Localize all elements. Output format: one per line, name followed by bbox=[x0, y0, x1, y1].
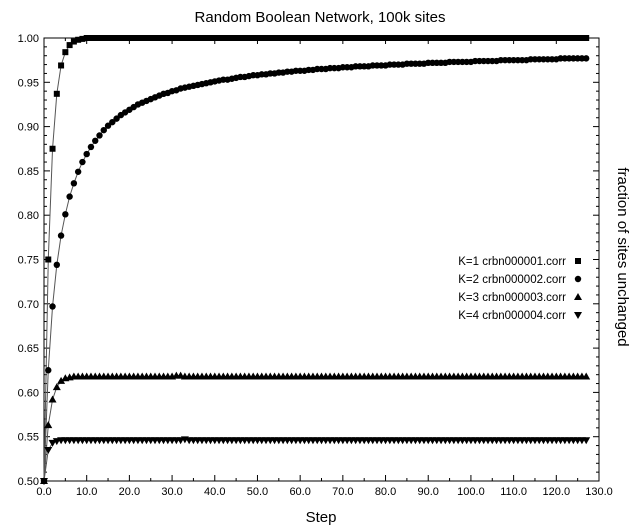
series-2-point bbox=[49, 303, 55, 309]
x-tick-label: 10.0 bbox=[76, 486, 97, 498]
series-1-point bbox=[58, 62, 64, 68]
x-tick-label: 130.0 bbox=[585, 486, 613, 498]
x-tick-label: 50.0 bbox=[247, 486, 268, 498]
series-2-point bbox=[88, 144, 94, 150]
series-2-point bbox=[71, 180, 77, 186]
y-axis-title: fraction of sites unchanged bbox=[614, 167, 631, 346]
series-2-point bbox=[58, 232, 64, 238]
y-tick-label: 0.85 bbox=[18, 166, 39, 178]
series-2-point bbox=[583, 55, 589, 61]
series-1-point bbox=[62, 49, 68, 55]
y-tick-label: 0.65 bbox=[18, 343, 39, 355]
series-1-point bbox=[50, 146, 56, 152]
y-tick-label: 0.95 bbox=[18, 77, 39, 89]
series-2-point bbox=[54, 262, 60, 268]
series-2-point bbox=[75, 169, 81, 175]
series-2-point bbox=[96, 132, 102, 138]
legend-label-2: K=2 crbn000002.corr bbox=[458, 274, 566, 286]
x-tick-label: 110.0 bbox=[500, 486, 527, 498]
x-tick-label: 30.0 bbox=[161, 486, 182, 498]
series-2-point bbox=[83, 151, 89, 157]
x-tick-label: 70.0 bbox=[332, 486, 353, 498]
x-tick-label: 40.0 bbox=[204, 486, 225, 498]
y-tick-label: 0.90 bbox=[18, 122, 39, 134]
x-tick-label: 80.0 bbox=[375, 486, 396, 498]
legend-marker-1 bbox=[575, 258, 581, 264]
x-tick-label: 60.0 bbox=[289, 486, 310, 498]
y-tick-label: 1.00 bbox=[18, 33, 39, 45]
x-tick-label: 120.0 bbox=[543, 486, 571, 498]
x-tick-label: 100.0 bbox=[457, 486, 485, 498]
y-tick-label: 0.80 bbox=[18, 210, 39, 222]
y-tick-label: 0.70 bbox=[18, 299, 39, 311]
x-tick-label: 20.0 bbox=[119, 486, 140, 498]
legend-label-3: K=3 crbn000003.corr bbox=[458, 292, 566, 304]
chart-title: Random Boolean Network, 100k sites bbox=[195, 9, 446, 26]
y-tick-label: 0.55 bbox=[18, 432, 39, 444]
series-1-point bbox=[583, 35, 589, 41]
y-tick-label: 0.50 bbox=[18, 476, 39, 488]
y-tick-label: 0.75 bbox=[18, 255, 39, 267]
y-tick-label: 0.60 bbox=[18, 387, 39, 399]
x-axis-title: Step bbox=[306, 509, 337, 525]
series-2-point bbox=[79, 159, 85, 165]
series-2-point bbox=[45, 367, 51, 373]
legend-label-4: K=4 crbn000004.corr bbox=[458, 310, 566, 322]
series-1-point bbox=[45, 257, 51, 263]
series-2-point bbox=[92, 138, 98, 144]
x-tick-label: 90.0 bbox=[418, 486, 439, 498]
series-2-point bbox=[62, 211, 68, 217]
series-2-point bbox=[66, 193, 72, 199]
legend-label-1: K=1 crbn000001.corr bbox=[458, 256, 566, 268]
series-1-point bbox=[54, 91, 60, 97]
legend-marker-2 bbox=[575, 276, 581, 282]
